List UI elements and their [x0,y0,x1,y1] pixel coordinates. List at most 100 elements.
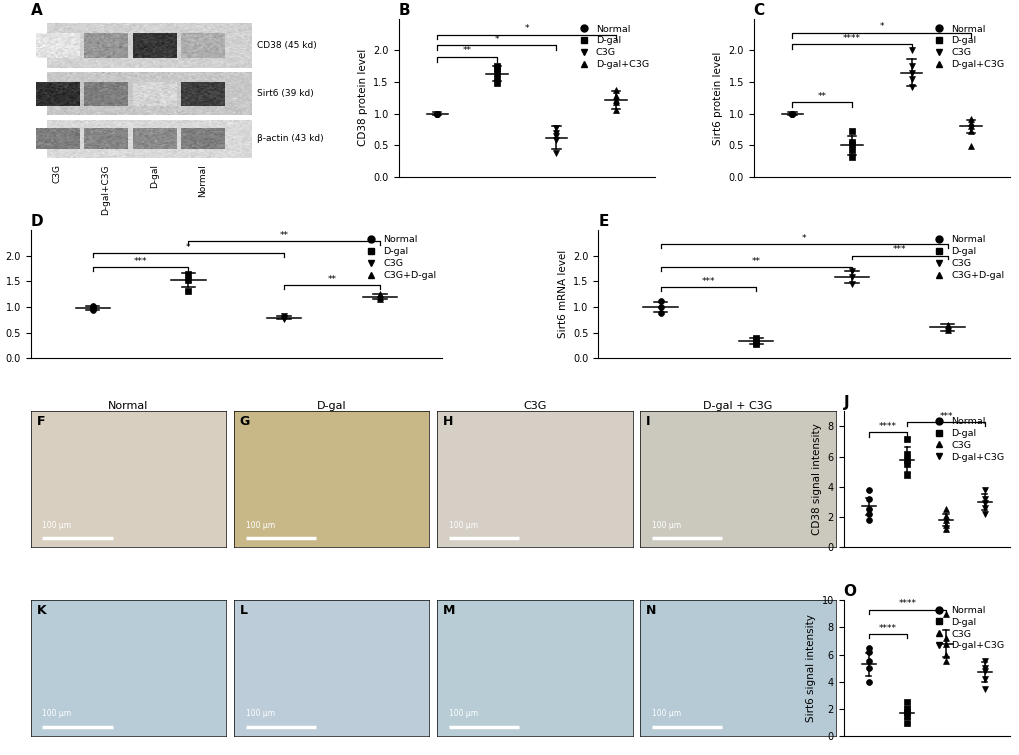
Text: **: ** [327,275,336,284]
Point [276,312,292,324]
Point [899,433,915,445]
Text: ****: **** [878,422,896,431]
Point [547,146,564,159]
Point [938,319,955,331]
Point [843,144,859,156]
Point [936,510,953,522]
Point [899,710,915,722]
Title: D-gal + C3G: D-gal + C3G [703,401,772,411]
Text: 100 μm: 100 μm [246,710,274,719]
Legend: Normal, D-gal, C3G, D-gal+C3G: Normal, D-gal, C3G, D-gal+C3G [927,416,1004,463]
Text: 100 μm: 100 μm [651,520,681,529]
Point [860,642,876,654]
Point [547,130,564,142]
Point [903,81,919,93]
Text: Normal: Normal [198,164,207,197]
Point [975,665,991,677]
Text: 100 μm: 100 μm [651,710,681,719]
Point [607,96,624,108]
Point [860,662,876,674]
Y-axis label: CD38 protein level: CD38 protein level [358,49,368,146]
Text: J: J [843,395,848,410]
Point [899,706,915,718]
Point [975,498,991,510]
Point [85,304,101,316]
Point [936,514,953,526]
Point [488,77,504,89]
Point [899,448,915,460]
Point [607,84,624,96]
Text: ****: **** [842,33,860,42]
Point [488,72,504,85]
Y-axis label: CD38 signal intensity: CD38 signal intensity [811,424,821,535]
Text: O: O [843,584,856,599]
Point [843,136,859,148]
Text: 100 μm: 100 μm [43,710,71,719]
Text: *: * [878,22,883,31]
Text: ****: **** [898,599,915,609]
Text: M: M [442,604,454,618]
Point [899,458,915,470]
Point [429,107,445,119]
Point [547,122,564,134]
Point [843,150,859,162]
Point [652,307,668,319]
Point [784,107,800,119]
Point [85,302,101,314]
Title: D-gal: D-gal [317,401,346,411]
Point [936,504,953,516]
Text: **: ** [279,231,288,240]
Point [938,322,955,334]
Point [903,72,919,85]
Text: G: G [239,415,250,428]
Point [429,107,445,119]
Text: A: A [31,3,43,17]
Text: L: L [239,604,248,618]
Point [784,107,800,119]
Text: *: * [524,24,528,33]
Point [936,655,953,667]
Point [607,90,624,102]
Point [607,94,624,106]
Point [180,267,197,279]
Text: 100 μm: 100 μm [246,520,274,529]
Point [962,120,978,132]
Point [784,107,800,119]
Point [429,107,445,119]
Point [488,60,504,72]
Text: N: N [645,604,656,618]
Y-axis label: Sirt6 protein level: Sirt6 protein level [712,51,722,144]
Point [975,662,991,674]
Text: **: ** [462,46,471,55]
Y-axis label: Sirt6 signal intensity: Sirt6 signal intensity [805,615,815,722]
Point [899,696,915,708]
Point [938,324,955,336]
Point [429,107,445,119]
Point [276,313,292,325]
Point [180,274,197,286]
Point [784,107,800,119]
Point [747,336,763,348]
Text: E: E [598,214,608,229]
Title: Normal: Normal [108,401,149,411]
Text: ***: *** [701,277,714,286]
Point [962,112,978,125]
Point [784,107,800,119]
Point [899,716,915,729]
Point [860,676,876,688]
Point [975,502,991,514]
Point [962,117,978,129]
Legend: Normal, D-gal, C3G, D-gal+C3G: Normal, D-gal, C3G, D-gal+C3G [573,23,649,70]
Text: K: K [37,604,46,618]
Point [843,125,859,137]
Point [843,265,859,277]
Point [860,508,876,520]
Text: CD38 (45 kd): CD38 (45 kd) [256,42,316,51]
Legend: Normal, D-gal, C3G, C3G+D-gal: Normal, D-gal, C3G, C3G+D-gal [361,235,437,281]
Point [276,310,292,322]
Point [747,338,763,350]
Text: ***: *** [938,411,952,421]
Text: 100 μm: 100 μm [448,520,478,529]
Text: *: * [186,242,191,251]
Point [85,300,101,312]
